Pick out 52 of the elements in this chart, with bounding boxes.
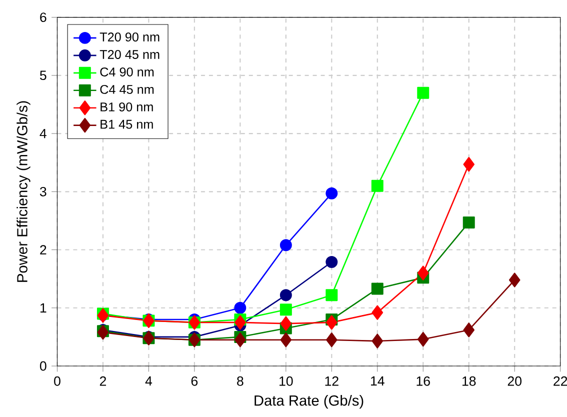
- x-axis-title: Data Rate (Gb/s): [254, 395, 364, 409]
- legend-label: C4 90 nm: [100, 68, 154, 77]
- legend-label: T20 45 nm: [100, 50, 160, 60]
- point: [234, 332, 246, 348]
- point: [280, 304, 292, 316]
- x-tick-label: 8: [237, 376, 244, 386]
- point: [326, 315, 338, 330]
- x-tick-label: 10: [280, 376, 293, 386]
- point: [326, 289, 338, 302]
- point: [234, 315, 246, 330]
- x-tick-label: 18: [462, 376, 476, 386]
- x-tick-label: 4: [145, 376, 152, 386]
- y-tick-label: 0: [40, 362, 46, 371]
- point: [417, 266, 429, 281]
- x-tick-label: 2: [100, 376, 106, 386]
- point: [234, 302, 246, 314]
- point: [508, 272, 520, 288]
- y-tick-label: 5: [40, 70, 46, 80]
- legend-label: B1 90 nm: [100, 102, 153, 112]
- point: [326, 332, 338, 348]
- point: [462, 216, 475, 229]
- x-tick-label: 0: [54, 376, 60, 386]
- point: [280, 316, 292, 332]
- point: [326, 256, 338, 268]
- x-tick-label: 12: [325, 376, 338, 386]
- y-axis-title: Power Efficiency (mW/Gb/s): [16, 101, 30, 282]
- y-tick-label: 3: [40, 187, 46, 197]
- point: [417, 332, 429, 347]
- point: [371, 282, 384, 295]
- point: [97, 325, 109, 340]
- point: [463, 157, 475, 172]
- x-tick-label: 20: [508, 376, 522, 386]
- point: [280, 289, 292, 302]
- point: [326, 188, 338, 200]
- point: [463, 322, 475, 338]
- legend-label: B1 45 nm: [100, 120, 153, 129]
- y-tick-label: 4: [40, 129, 46, 138]
- point: [280, 332, 292, 348]
- point: [280, 239, 292, 252]
- legend-label: T20 90 nm: [100, 32, 160, 42]
- point: [417, 87, 430, 100]
- x-tick-label: 14: [371, 376, 384, 386]
- x-tick-label: 22: [554, 376, 567, 386]
- point: [371, 180, 384, 192]
- x-tick-label: 6: [191, 376, 198, 386]
- y-tick-label: 1: [40, 304, 46, 313]
- y-tick-label: 6: [40, 12, 46, 22]
- point: [372, 334, 384, 349]
- y-tick-label: 2: [40, 245, 46, 255]
- legend-label: C4 45 nm: [100, 85, 154, 94]
- x-tick-label: 16: [416, 376, 430, 386]
- point: [372, 305, 384, 320]
